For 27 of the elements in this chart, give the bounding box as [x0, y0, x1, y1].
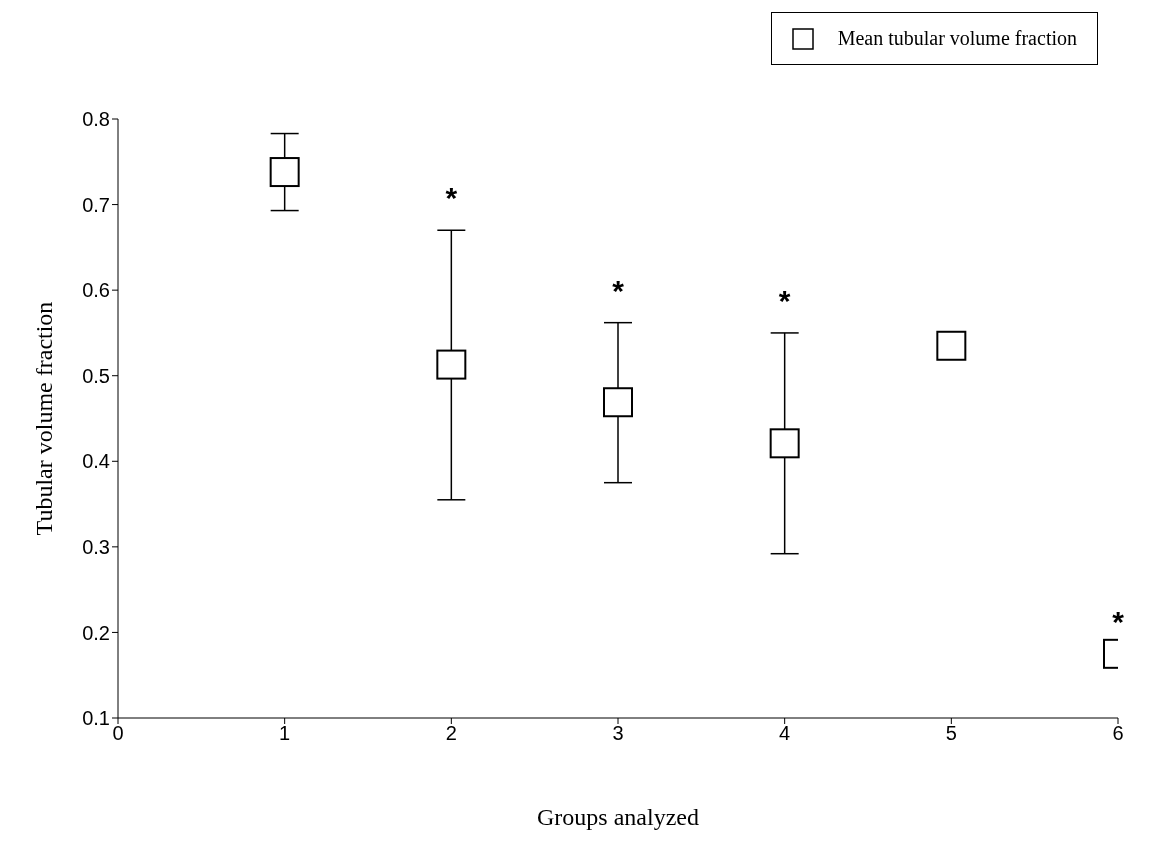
x-tick-label: 4 — [779, 722, 791, 745]
y-tick-label: 0.5 — [82, 364, 110, 387]
x-tick-label: 3 — [612, 722, 624, 745]
y-tick-label: 0.3 — [82, 535, 110, 558]
annotation: * — [1112, 604, 1125, 638]
y-tick-label: 0.7 — [82, 193, 110, 216]
annotation: * — [612, 273, 625, 307]
x-tick-label: 2 — [445, 722, 457, 745]
point — [769, 428, 800, 459]
x-axis-title: Groups analyzed — [537, 804, 699, 831]
y-tick-label: 0.4 — [82, 450, 110, 473]
y-tick-label: 0.6 — [82, 279, 110, 302]
y-tick-label: 0.1 — [82, 707, 110, 730]
x-tick-label: 1 — [279, 722, 291, 745]
x-tick-label: 0 — [112, 722, 124, 745]
x-tick-label: 6 — [1112, 722, 1124, 745]
x-tick-label: 5 — [945, 722, 957, 745]
annotation: * — [445, 181, 458, 215]
annotation: * — [778, 283, 791, 317]
point — [603, 387, 633, 418]
point — [269, 157, 300, 188]
legend-label: Mean tubular volume fraction — [837, 27, 1077, 50]
y-axis-title: Tubular volume fraction — [30, 301, 57, 536]
point — [936, 330, 967, 361]
y-tick-label: 0.2 — [82, 621, 110, 644]
point — [436, 349, 467, 380]
y-tick-label: 0.8 — [82, 108, 110, 131]
